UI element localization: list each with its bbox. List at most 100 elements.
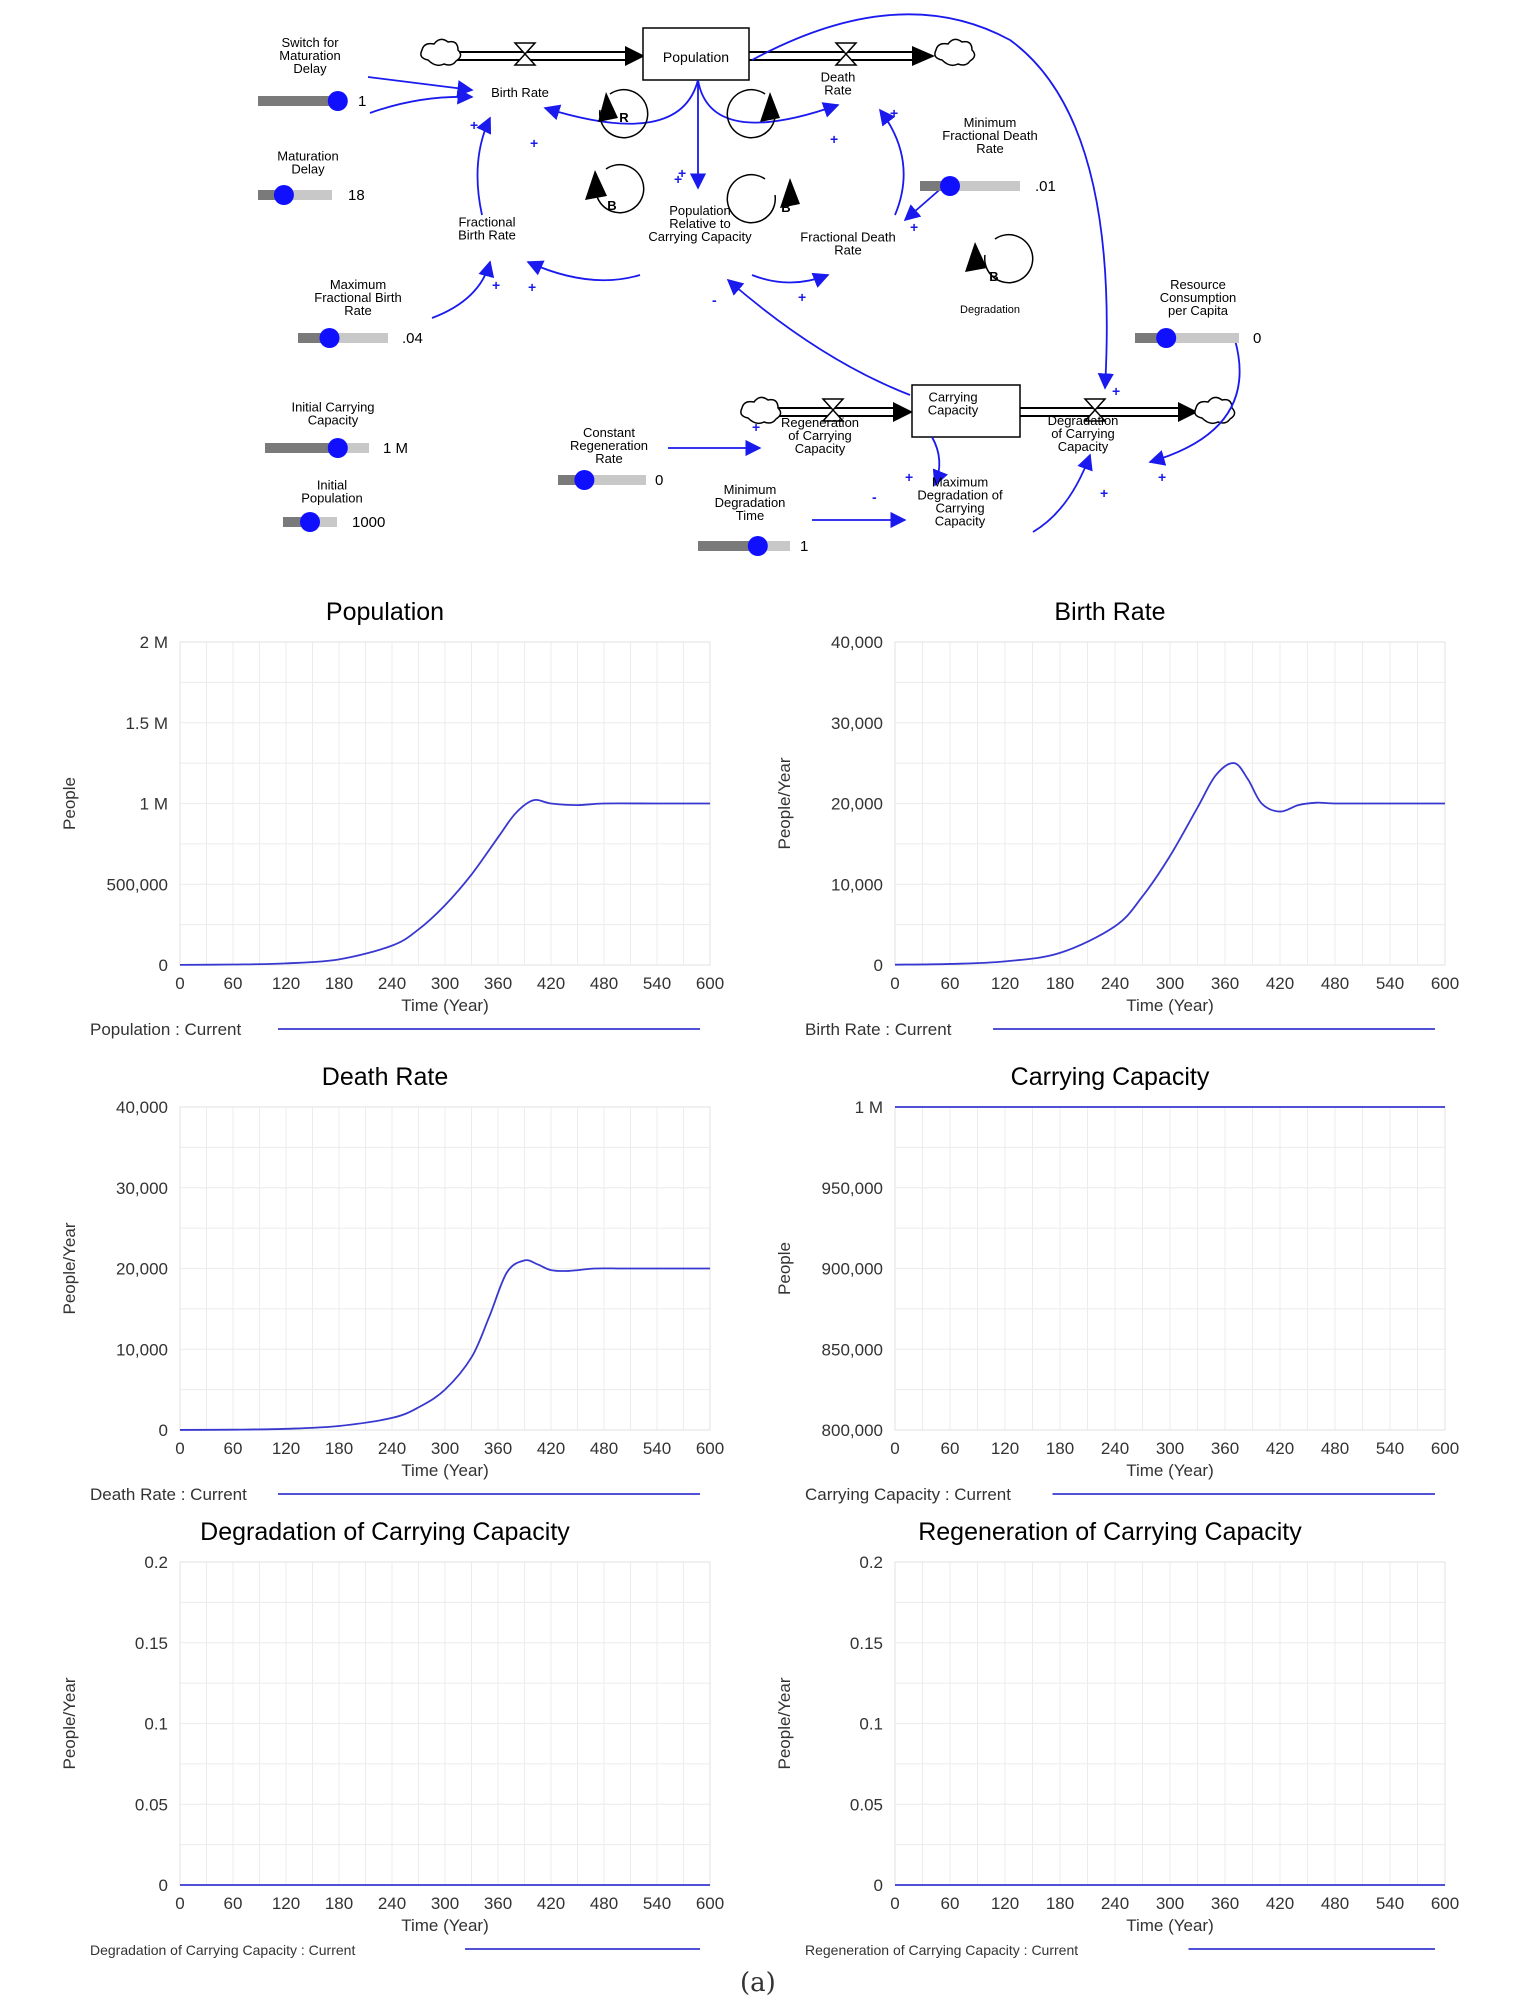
slider-fill bbox=[558, 475, 585, 485]
population-stock[interactable] bbox=[642, 27, 750, 81]
regeneration-label: Regeneration of Carrying Capacity bbox=[781, 415, 859, 456]
x-tick-label: 240 bbox=[1101, 974, 1129, 993]
loop-b-label: B bbox=[989, 269, 998, 284]
figure-caption: (a) bbox=[740, 1968, 776, 1998]
sliders: Switch for Maturation Delay 1 Maturation Dela… bbox=[258, 35, 1261, 556]
x-tick-label: 240 bbox=[1101, 1894, 1129, 1913]
slider-switch[interactable]: Switch for Maturation Delay 1 bbox=[258, 35, 366, 111]
slider-min_fdr[interactable]: Minimum Fractional Death Rate .01 bbox=[920, 115, 1056, 196]
svg-text:+: + bbox=[752, 419, 760, 435]
x-axis-label: Time (Year) bbox=[1126, 996, 1214, 1015]
slider-min_deg_time[interactable]: Minimum Degradation Time 1 bbox=[698, 482, 808, 556]
polarity-signs: +++ +++ +++ +++ +++ -- bbox=[470, 105, 1166, 505]
x-tick-label: 60 bbox=[941, 1894, 960, 1913]
svg-text:+: + bbox=[905, 469, 913, 485]
slider-init_cc[interactable]: Initial Carrying Capacity 1 M bbox=[265, 400, 408, 459]
slider-value: .04 bbox=[402, 330, 423, 347]
slider-max_fbr[interactable]: Maximum Fractional Birth Rate.04 bbox=[298, 277, 423, 348]
y-tick-label: 850,000 bbox=[822, 1340, 883, 1359]
slider-const_regen[interactable]: Constant Regeneration Rate 0 bbox=[558, 425, 663, 490]
chart-title: Population bbox=[326, 598, 444, 626]
x-tick-label: 360 bbox=[484, 1439, 512, 1458]
svg-text:+: + bbox=[910, 219, 918, 235]
legend-label: Population : Current bbox=[90, 1020, 241, 1039]
slider-fill bbox=[265, 443, 338, 453]
x-tick-label: 540 bbox=[1376, 1894, 1404, 1913]
slider-label: Resource Consumption per Capita bbox=[1160, 277, 1237, 318]
x-tick-label: 600 bbox=[696, 1894, 724, 1913]
x-tick-label: 360 bbox=[484, 1894, 512, 1913]
x-tick-label: 60 bbox=[941, 974, 960, 993]
x-tick-label: 600 bbox=[1431, 974, 1459, 993]
series-line bbox=[894, 762, 1445, 966]
y-axis-label: People/Year bbox=[775, 757, 794, 849]
slider-knob[interactable] bbox=[273, 185, 294, 205]
carrying-capacity-stock[interactable] bbox=[911, 384, 1021, 438]
legend-label: Degradation of Carrying Capacity : Curre… bbox=[90, 1942, 355, 1958]
slider-knob[interactable] bbox=[319, 328, 340, 348]
slider-knob[interactable] bbox=[327, 438, 348, 458]
series-line bbox=[179, 799, 710, 966]
causal-links bbox=[367, 13, 1241, 533]
y-tick-label: 1.5 M bbox=[125, 714, 168, 733]
chart-svg: Degradation of Carrying Capacity 0 60 120 18… bbox=[60, 1518, 724, 1958]
slider-value: 18 bbox=[348, 187, 365, 204]
fractional-birth-rate-label: Fractional Birth Rate bbox=[458, 215, 516, 243]
slider-value: 1 bbox=[358, 93, 366, 110]
loop-b-label: B bbox=[607, 198, 616, 213]
x-tick-label: 360 bbox=[484, 974, 512, 993]
slider-track[interactable] bbox=[920, 181, 1020, 191]
slider-knob[interactable] bbox=[1156, 328, 1177, 348]
x-tick-label: 480 bbox=[1321, 1894, 1349, 1913]
y-tick-label: 800,000 bbox=[822, 1421, 883, 1440]
svg-text:+: + bbox=[678, 165, 686, 181]
y-tick-label: 40,000 bbox=[831, 633, 883, 652]
x-tick-label: 480 bbox=[590, 974, 618, 993]
slider-label: Maturation Delay bbox=[277, 149, 338, 177]
slider-track[interactable] bbox=[298, 333, 388, 343]
slider-track[interactable] bbox=[258, 190, 332, 200]
slider-knob[interactable] bbox=[574, 470, 595, 490]
x-tick-label: 360 bbox=[1211, 1439, 1239, 1458]
slider-init_pop[interactable]: Initial Population 1000 bbox=[283, 478, 385, 533]
loop-b-label: B bbox=[765, 104, 774, 119]
slider-knob[interactable] bbox=[300, 512, 320, 532]
svg-text:+: + bbox=[492, 277, 500, 293]
y-tick-label: 0.15 bbox=[850, 1634, 883, 1653]
slider-knob[interactable] bbox=[747, 536, 768, 556]
slider-value: 1 M bbox=[383, 440, 408, 457]
slider-track[interactable] bbox=[1135, 333, 1239, 343]
valve-icon bbox=[834, 42, 858, 66]
y-axis-label: People/Year bbox=[775, 1677, 794, 1769]
degradation-label: Degradation of Carrying Capacity bbox=[1048, 413, 1119, 454]
slider-value: 1 bbox=[800, 538, 808, 555]
x-tick-label: 600 bbox=[1431, 1894, 1459, 1913]
slider-resource[interactable]: Resource Consumption per Capita 0 bbox=[1135, 277, 1261, 348]
chart-svg: Regeneration of Carrying Capacity 0 60 120 1… bbox=[775, 1518, 1459, 1958]
x-tick-label: 240 bbox=[1101, 1439, 1129, 1458]
slider-fill bbox=[283, 517, 310, 527]
x-tick-label: 60 bbox=[224, 974, 243, 993]
slider-knob[interactable] bbox=[327, 91, 348, 111]
slider-label: Switch for Maturation Delay bbox=[279, 35, 340, 76]
x-tick-label: 360 bbox=[1211, 1894, 1239, 1913]
slider-fill bbox=[1135, 333, 1167, 343]
loop-r-label: R bbox=[619, 110, 629, 125]
slider-maturation[interactable]: Maturation Delay 18 bbox=[258, 149, 365, 206]
cloud-icon bbox=[740, 396, 782, 425]
chart-svg: Death Rate 0 60 120 180 240 300 360 420 480 540 600… bbox=[60, 1063, 724, 1504]
svg-text:-: - bbox=[712, 292, 717, 308]
x-tick-label: 60 bbox=[941, 1439, 960, 1458]
slider-knob[interactable] bbox=[940, 176, 960, 196]
x-tick-label: 540 bbox=[643, 1439, 671, 1458]
chart-title: Carrying Capacity bbox=[1011, 1063, 1210, 1091]
x-tick-label: 300 bbox=[1156, 974, 1184, 993]
x-tick-label: 420 bbox=[1266, 1439, 1294, 1458]
y-tick-label: 0.1 bbox=[859, 1715, 883, 1734]
degradation-loop-label: Degradation bbox=[960, 304, 1020, 316]
slider-track[interactable] bbox=[558, 475, 646, 485]
slider-label: Minimum Fractional Death Rate bbox=[942, 115, 1037, 156]
x-tick-label: 240 bbox=[378, 974, 406, 993]
x-tick-label: 180 bbox=[1046, 1439, 1074, 1458]
slider-fill bbox=[298, 333, 330, 343]
